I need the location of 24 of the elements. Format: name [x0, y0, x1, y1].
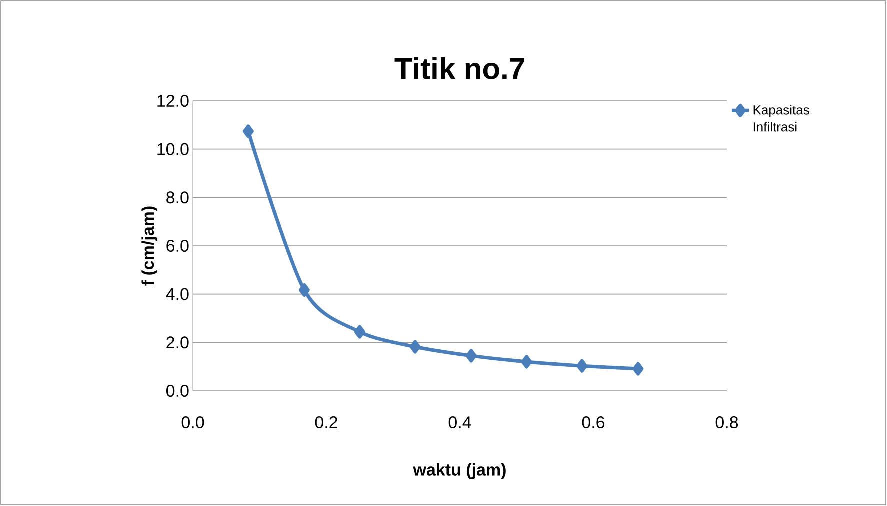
y-tick-label: 10.0: [158, 143, 189, 156]
chart-title: Titik no.7: [394, 57, 524, 80]
y-tick-label: 0.0: [166, 384, 189, 398]
point: [466, 349, 477, 363]
y-tick-label: 12.0: [158, 94, 189, 108]
point: [576, 359, 588, 373]
y-tick-label: 4.0: [166, 288, 189, 300]
point: [632, 362, 644, 376]
x-tick-label: 0.2: [315, 416, 338, 429]
y-tick-label: 6.0: [166, 240, 189, 252]
y-tick-label: 2.0: [166, 336, 189, 349]
x-tick-label: 0.8: [716, 416, 738, 429]
x-tick-label: 0.4: [448, 416, 472, 429]
x-tick-label: 0.0: [182, 416, 204, 429]
point: [298, 283, 310, 297]
legend-label: Kapasitas Infiltrasi: [754, 105, 810, 132]
point: [242, 124, 254, 138]
x-tick-label: 0.6: [582, 416, 605, 429]
y-axis-title: f (cm/jam): [142, 206, 158, 286]
point: [410, 340, 421, 354]
point: [354, 325, 366, 339]
point: [521, 355, 532, 369]
y-tick-label: 8.0: [166, 192, 189, 204]
x-axis-title: waktu (jam): [413, 463, 506, 480]
